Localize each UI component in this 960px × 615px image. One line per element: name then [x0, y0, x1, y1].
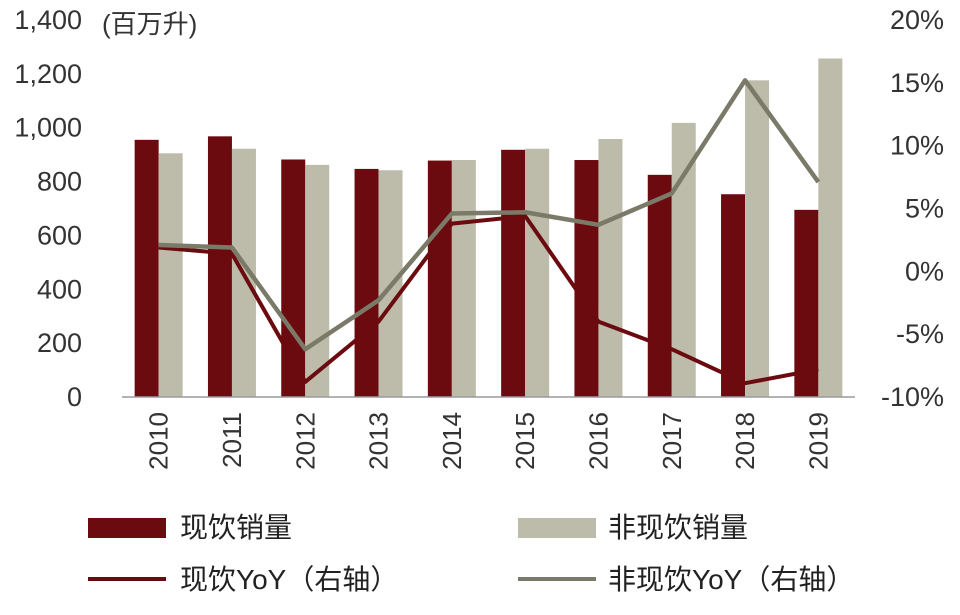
bars-group — [134, 58, 843, 398]
left-tick-label: 1,400 — [14, 5, 82, 35]
left-tick-label: 600 — [37, 220, 82, 250]
x-tick-label: 2011 — [217, 412, 247, 468]
legend-label: 非现饮YoY（右轴） — [608, 564, 854, 595]
left-tick-label: 0 — [67, 382, 82, 412]
lines-group — [158, 78, 821, 386]
off-premise-volume-bar — [745, 80, 770, 397]
legend-swatch — [88, 518, 166, 538]
on-premise-volume-bar — [721, 194, 746, 397]
x-tick-label: 2014 — [437, 412, 467, 470]
left-tick-label: 1,000 — [14, 113, 82, 143]
legend-label: 非现饮销量 — [608, 512, 748, 543]
x-tick-label: 2010 — [144, 412, 174, 470]
left-axis: 0 200 400 600 800 1,000 1,200 1,400 — [14, 5, 82, 412]
left-tick-label: 200 — [37, 328, 82, 358]
right-tick-label: 15% — [890, 68, 944, 98]
legend-swatch — [518, 518, 596, 538]
x-tick-label: 2018 — [730, 412, 760, 470]
left-tick-label: 1,200 — [14, 59, 82, 89]
x-tick-label: 2013 — [364, 412, 394, 470]
on-premise-volume-bar — [794, 209, 819, 397]
right-tick-label: 10% — [890, 131, 944, 161]
on-premise-volume-bar — [574, 160, 599, 397]
off-premise-volume-bar — [451, 160, 476, 397]
off-premise-volume-bar — [818, 58, 843, 397]
on-premise-volume-bar — [427, 160, 452, 397]
off-premise-yoy-line — [158, 78, 821, 352]
off-premise-volume-bar — [598, 139, 623, 397]
left-tick-label: 800 — [37, 167, 82, 197]
right-tick-label: -10% — [881, 382, 944, 412]
left-axis-unit-label: (百万升) — [102, 9, 197, 39]
left-tick-label: 400 — [37, 274, 82, 304]
right-axis: -10% -5% 0% 5% 10% 15% 20% — [881, 5, 944, 412]
right-tick-label: -5% — [896, 319, 944, 349]
off-premise-volume-bar — [305, 164, 330, 397]
right-tick-label: 0% — [905, 256, 944, 286]
legend-label: 现饮YoY（右轴） — [180, 564, 398, 595]
x-tick-label: 2019 — [803, 412, 833, 470]
legend-label: 现饮销量 — [180, 512, 292, 543]
right-tick-label: 5% — [905, 194, 944, 224]
x-tick-label: 2017 — [657, 412, 687, 470]
on-premise-volume-bar — [501, 149, 526, 397]
on-premise-volume-bar — [647, 174, 672, 397]
off-premise-volume-bar — [525, 148, 550, 397]
on-premise-volume-bar — [207, 136, 232, 397]
on-premise-volume-bar — [134, 139, 159, 397]
x-tick-label: 2016 — [583, 412, 613, 470]
x-tick-label: 2012 — [290, 412, 320, 470]
x-tick-label: 2015 — [510, 412, 540, 470]
off-premise-volume-bar — [158, 153, 183, 397]
on-premise-volume-bar — [354, 168, 379, 397]
right-tick-label: 20% — [890, 5, 944, 35]
on-premise-yoy-line — [158, 214, 819, 386]
x-axis: 2010 2011 2012 2013 2014 2015 2016 2017 2018 2019 — [144, 412, 834, 470]
